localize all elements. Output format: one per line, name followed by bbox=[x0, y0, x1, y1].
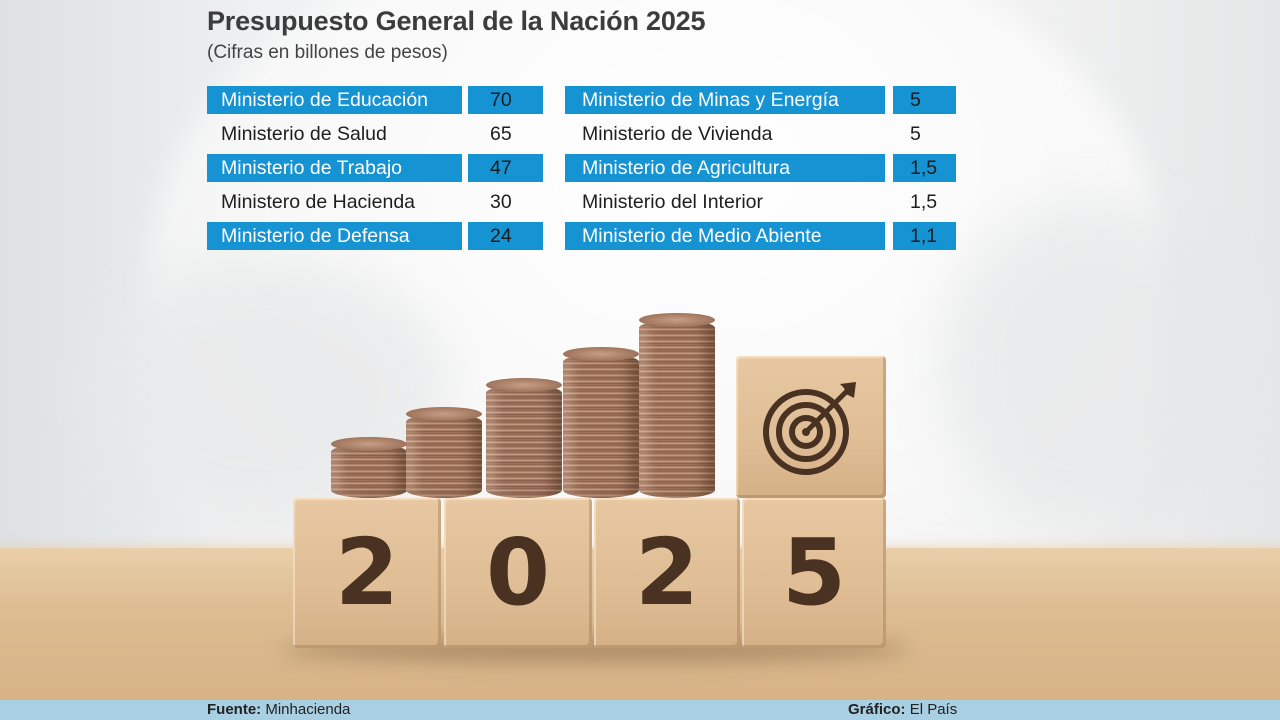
table-row: Ministerio de Medio Abiente 1,1 bbox=[565, 222, 956, 250]
ministry-name: Ministerio de Vivienda bbox=[582, 123, 773, 145]
budget-value: 1,5 bbox=[910, 191, 938, 213]
ministry-name: Ministerio de Defensa bbox=[207, 222, 462, 250]
year-digit: 2 bbox=[334, 519, 399, 626]
budget-value: 47 bbox=[468, 154, 543, 182]
chart-subtitle: (Cifras en billones de pesos) bbox=[207, 42, 448, 63]
year-digit: 0 bbox=[485, 519, 550, 626]
year-block-4: 5 bbox=[742, 498, 886, 648]
year-digit: 5 bbox=[781, 519, 846, 626]
coin-stack-icon bbox=[406, 407, 482, 498]
coin-stack-icon bbox=[331, 437, 407, 498]
budget-table-right: Ministerio de Minas y Energía 5 Ministerio… bbox=[565, 86, 956, 256]
graphic-label: Gráfico: bbox=[848, 701, 906, 718]
footer-bar: Fuente: Minhacienda Gráfico: El País bbox=[0, 700, 1280, 720]
budget-value: 1,1 bbox=[893, 222, 956, 250]
ministry-name: Ministerio de Minas y Energía bbox=[565, 86, 885, 114]
table-row: Ministerio de Minas y Energía 5 bbox=[565, 86, 956, 114]
coin-stack-icon bbox=[563, 347, 639, 498]
budget-value: 1,5 bbox=[893, 154, 956, 182]
table-row: Ministerio de Educación 70 bbox=[207, 86, 543, 114]
year-block-1: 2 bbox=[293, 498, 441, 648]
ministry-name: Ministerio de Medio Abiente bbox=[565, 222, 885, 250]
table-row: Ministerio de Agricultura 1,5 bbox=[565, 154, 956, 182]
source-value: Minhacienda bbox=[265, 701, 351, 718]
year-block-2: 0 bbox=[444, 498, 592, 648]
table-row: Ministerio de Vivienda 5 bbox=[565, 120, 956, 148]
ministry-name: Ministerio de Agricultura bbox=[565, 154, 885, 182]
budget-table-left: Ministerio de Educación 70 Ministerio de S… bbox=[207, 86, 543, 256]
target-icon bbox=[763, 382, 856, 475]
chart-title: Presupuesto General de la Nación 2025 bbox=[207, 6, 706, 36]
budget-value: 65 bbox=[490, 123, 512, 145]
table-row: Ministerio del Interior 1,5 bbox=[565, 188, 956, 216]
table-row: Ministerio de Salud 65 bbox=[207, 120, 543, 148]
budget-value: 5 bbox=[910, 123, 921, 145]
table-row: Ministerio de Trabajo 47 bbox=[207, 154, 543, 182]
table-row: Ministero de Hacienda 30 bbox=[207, 188, 543, 216]
background-arm-right bbox=[940, 200, 1240, 530]
ministry-name: Ministerio de Trabajo bbox=[207, 154, 462, 182]
table-row: Ministerio de Defensa 24 bbox=[207, 222, 543, 250]
year-digit: 2 bbox=[634, 519, 699, 626]
budget-value: 70 bbox=[468, 86, 543, 114]
graphic-credit: Gráfico: El País bbox=[848, 700, 957, 720]
ministry-name: Ministerio del Interior bbox=[582, 191, 763, 213]
budget-value: 5 bbox=[893, 86, 956, 114]
ministry-name: Ministerio de Educación bbox=[207, 86, 462, 114]
ministry-name: Ministero de Hacienda bbox=[221, 191, 416, 213]
budget-value: 24 bbox=[468, 222, 543, 250]
source-credit: Fuente: Minhacienda bbox=[207, 700, 350, 720]
budget-value: 30 bbox=[490, 191, 512, 213]
ministry-name: Ministerio de Salud bbox=[221, 123, 387, 145]
year-block-3: 2 bbox=[594, 498, 740, 648]
target-block bbox=[736, 356, 886, 498]
graphic-value: El País bbox=[909, 701, 958, 718]
source-label: Fuente: bbox=[207, 701, 262, 718]
coin-stack-icon bbox=[639, 313, 715, 498]
coin-stack-icon bbox=[486, 378, 562, 498]
